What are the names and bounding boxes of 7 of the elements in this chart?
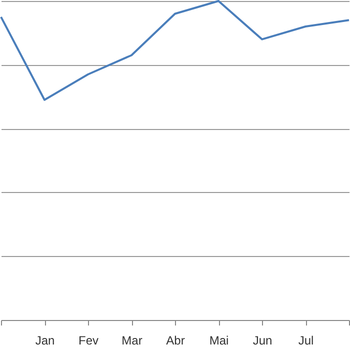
x-tick-label: Fev bbox=[78, 334, 99, 348]
x-tick-label: Abr bbox=[166, 334, 185, 348]
x-tick-label: Mar bbox=[122, 334, 142, 348]
x-tick-label: Mai bbox=[209, 334, 229, 348]
x-tick-label: Jun bbox=[252, 334, 272, 348]
x-tick-label: Jul bbox=[298, 334, 314, 348]
x-tick-label: Jan bbox=[35, 334, 55, 348]
